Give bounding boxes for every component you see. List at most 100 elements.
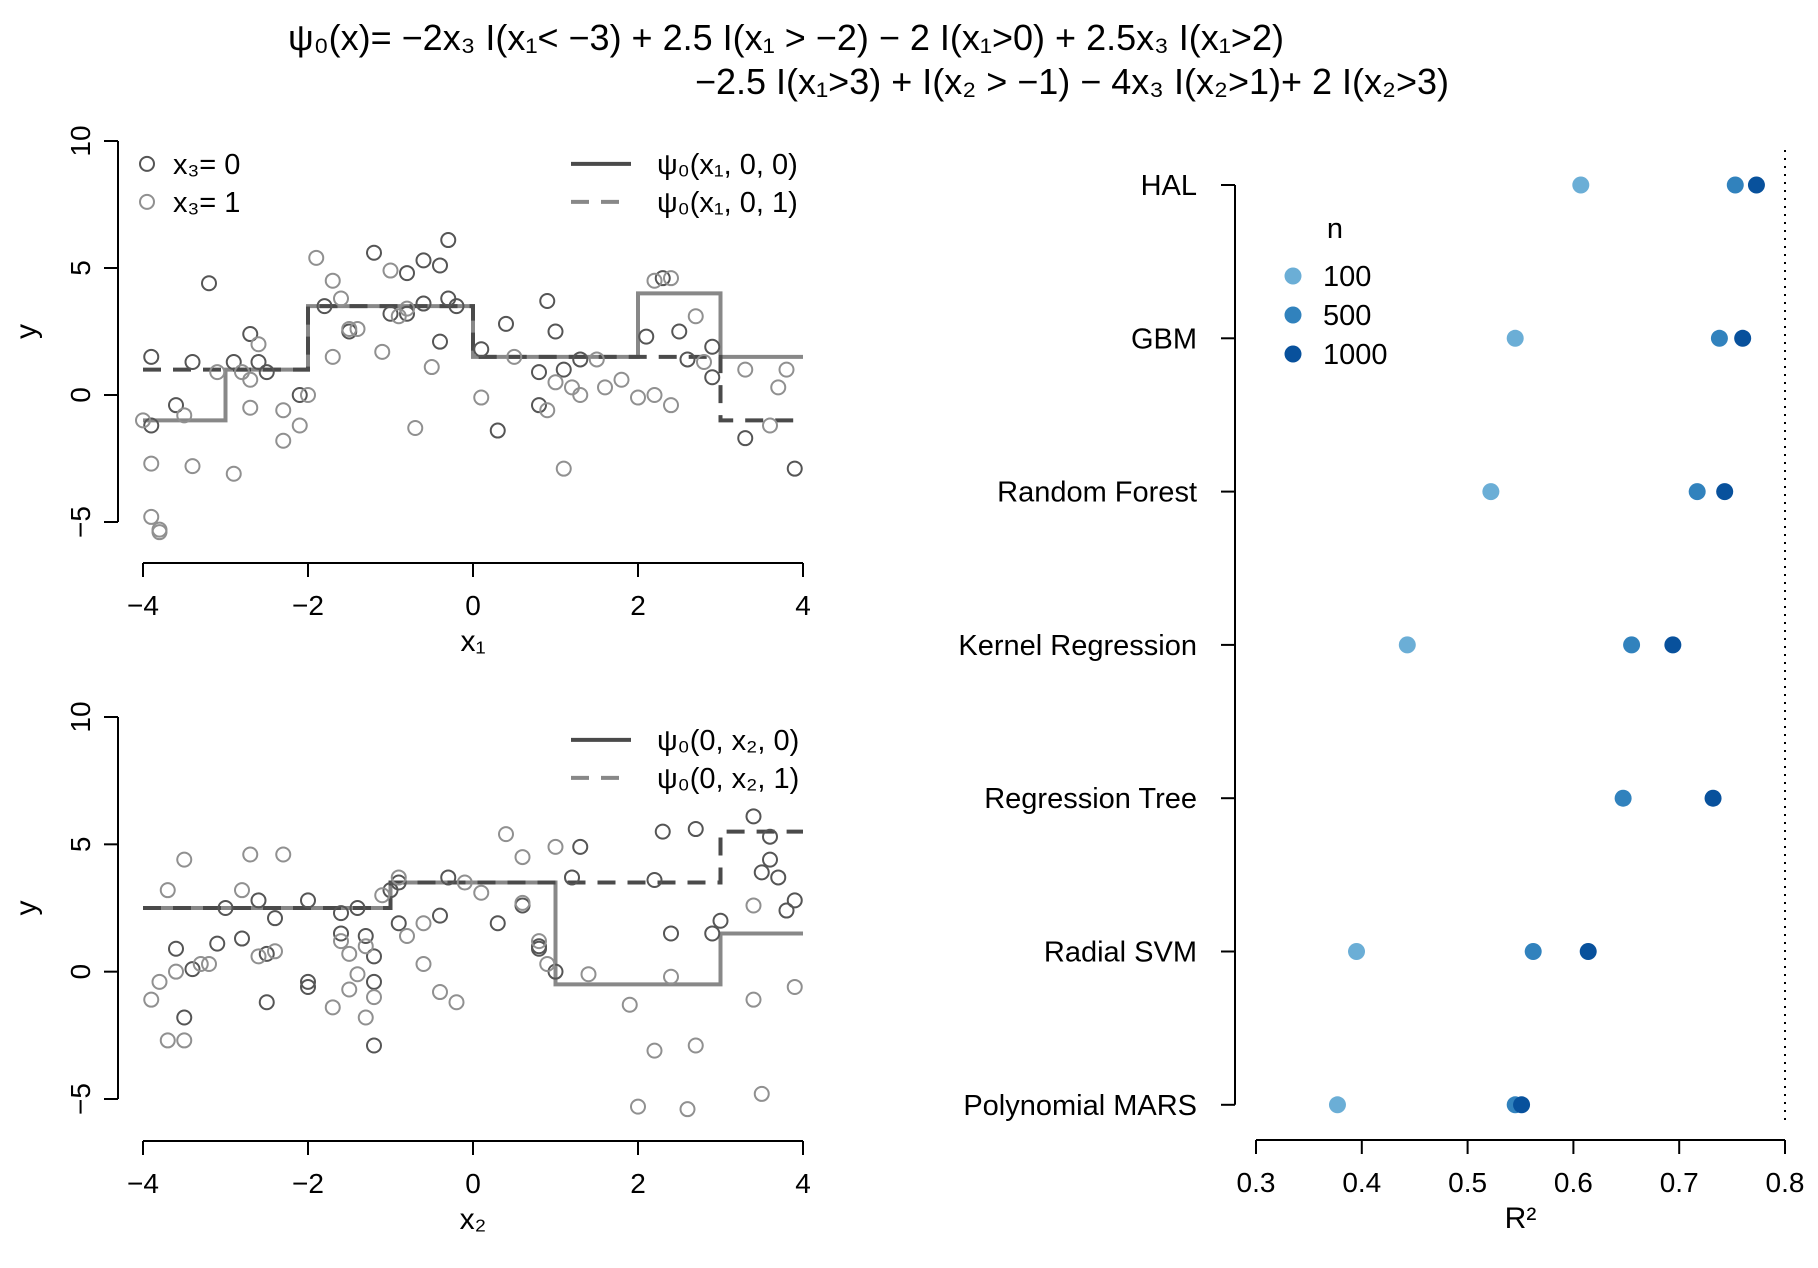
panel-top-x1: −5 0 5 10 −4 −2 0 2 4 x₁ y x₃= 0 x₃= 1 ψ₀(x₁, 0, 0) ψ₀… — [10, 125, 811, 658]
bottom-step-line-x3-1 — [143, 829, 803, 910]
bottom-point-x3-0 — [366, 948, 382, 965]
top-point-x3-1 — [176, 407, 193, 424]
top-legend-label-x3-1: x₃= 1 — [173, 187, 240, 219]
top-point-x3-0 — [498, 315, 514, 332]
bottom-point-x3-0 — [531, 940, 547, 957]
right-point-n500 — [1688, 483, 1706, 501]
bottom-point-x3-1 — [679, 1101, 696, 1118]
top-point-x3-0 — [440, 232, 457, 249]
right-legend-marker-n1000 — [1284, 345, 1302, 363]
top-point-x3-0 — [531, 397, 547, 414]
figure-title-line-1: ψ₀(x)= −2x₃ I(x₁< −3) + 2.5 I(x₁ > −2) −… — [288, 17, 1284, 58]
top-point-x3-0 — [704, 338, 721, 355]
top-point-x3-1 — [646, 272, 663, 289]
bottom-point-x3-0 — [712, 912, 729, 929]
right-x-tick-label: 0.3 — [1237, 1167, 1276, 1198]
top-x-axis-title: x₁ — [460, 625, 485, 658]
bottom-point-x3-1 — [159, 1032, 176, 1049]
top-point-x3-0 — [440, 290, 457, 307]
right-point-n100 — [1398, 636, 1416, 654]
bottom-point-x3-1 — [448, 994, 465, 1011]
bottom-point-x3-0 — [440, 869, 457, 886]
bottom-point-x3-0 — [366, 973, 382, 990]
top-point-x3-1 — [572, 387, 589, 403]
top-point-x3-1 — [341, 320, 358, 337]
figure-title-line-2: −2.5 I(x₁>3) + I(x₂ > −1) − 4x₃ I(x₂>1)+… — [695, 61, 1449, 102]
top-point-x3-0 — [671, 323, 688, 340]
top-point-x3-0 — [250, 353, 267, 370]
top-point-x3-1 — [143, 455, 160, 472]
bottom-y-tick-label: 5 — [65, 837, 96, 853]
top-point-x3-1 — [308, 249, 325, 266]
bottom-point-x3-0 — [333, 905, 349, 922]
top-point-x3-1 — [663, 270, 679, 287]
bottom-point-x3-1 — [234, 882, 250, 899]
bottom-x-tick-label: −4 — [127, 1168, 159, 1199]
bottom-point-x3-1 — [663, 968, 679, 985]
bottom-point-x3-1 — [250, 948, 267, 965]
top-point-x3-0 — [679, 351, 696, 368]
top-point-x3-1 — [555, 460, 572, 477]
top-point-x3-1 — [390, 308, 407, 325]
top-point-x3-1 — [399, 300, 415, 317]
top-point-x3-1 — [349, 320, 366, 337]
bottom-point-x3-0 — [762, 828, 778, 845]
top-point-x3-0 — [415, 295, 432, 312]
bottom-point-x3-0 — [564, 869, 580, 886]
top-legend-marker-x3-0 — [139, 155, 155, 172]
bottom-point-x3-1 — [547, 838, 564, 855]
top-point-x3-1 — [646, 387, 663, 403]
bottom-x-tick-label: 0 — [465, 1168, 481, 1199]
right-point-n500 — [1623, 636, 1641, 654]
bottom-point-x3-0 — [217, 900, 234, 916]
panel-bottom-x2: −5 0 5 10 −4 −2 0 2 4 x₂ y ψ₀(0, x₂, 0) ψ₀(0, x₂, 1) — [10, 701, 811, 1236]
top-y-tick-label: 5 — [65, 260, 96, 276]
top-legend-marker-x3-1 — [139, 193, 155, 210]
right-x-axis-title: R² — [1505, 1202, 1537, 1235]
top-y-tick-label: −5 — [65, 506, 96, 538]
right-point-n100 — [1506, 329, 1524, 347]
right-category-label: Polynomial MARS — [963, 1090, 1197, 1122]
bottom-point-x3-0 — [300, 892, 316, 909]
top-x-tick-label: −2 — [292, 590, 324, 621]
top-step-line-x3-1 — [143, 304, 803, 423]
right-point-n100 — [1348, 943, 1366, 960]
top-y-tick-label: 10 — [65, 125, 96, 156]
top-point-x3-1 — [184, 458, 201, 475]
top-point-x3-1 — [291, 417, 308, 434]
bottom-point-x3-1 — [753, 1085, 770, 1102]
bottom-point-x3-0 — [770, 869, 787, 886]
bottom-y-tick-label: 10 — [65, 701, 96, 732]
bottom-x-tick-label: −2 — [292, 1168, 324, 1199]
top-point-x3-1 — [547, 374, 564, 391]
right-point-n100 — [1482, 483, 1500, 501]
top-y-axis-title: y — [10, 324, 43, 339]
top-point-x3-1 — [382, 262, 399, 279]
right-legend-title: n — [1327, 213, 1343, 245]
bottom-point-x3-0 — [646, 871, 663, 888]
top-point-x3-1 — [663, 397, 679, 414]
top-point-x3-0 — [638, 328, 655, 345]
right-point-n100 — [1328, 1096, 1346, 1114]
bottom-point-x3-0 — [333, 925, 349, 942]
bottom-point-x3-1 — [357, 1009, 374, 1026]
top-point-x3-1 — [506, 348, 523, 365]
right-point-n1000 — [1513, 1096, 1531, 1114]
top-point-x3-0 — [399, 305, 415, 322]
bottom-point-x3-1 — [621, 996, 638, 1013]
bottom-y-tick-label: −5 — [65, 1083, 96, 1115]
top-point-x3-1 — [539, 402, 556, 419]
top-point-x3-1 — [737, 361, 754, 378]
bottom-point-x3-0 — [366, 1037, 382, 1054]
top-point-x3-1 — [423, 359, 440, 376]
top-point-x3-1 — [225, 465, 242, 482]
bottom-point-x3-1 — [456, 874, 473, 891]
bottom-point-x3-0 — [572, 838, 589, 855]
bottom-point-x3-1 — [646, 1042, 663, 1059]
right-category-label: Kernel Regression — [958, 630, 1197, 662]
bottom-point-x3-0 — [390, 874, 407, 891]
bottom-point-x3-0 — [390, 915, 407, 932]
top-point-x3-0 — [184, 353, 201, 370]
top-y-tick-label: 0 — [65, 387, 96, 403]
top-point-x3-1 — [242, 399, 259, 416]
